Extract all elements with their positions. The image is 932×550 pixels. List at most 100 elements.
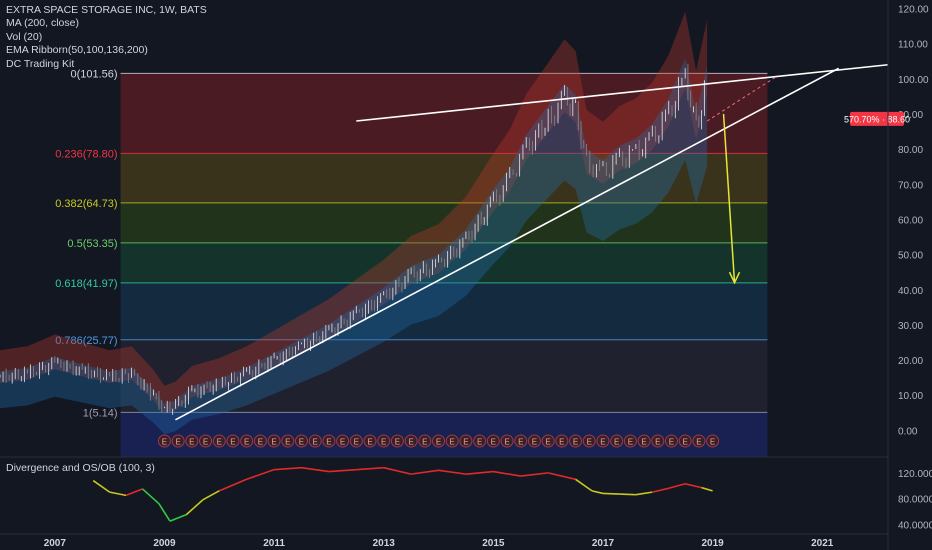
oscillator-segment: [547, 472, 576, 481]
earnings-marker-label: E: [230, 438, 235, 447]
ema-ribbon-lower: [0, 58, 708, 435]
fib-level-label: 0.236(78.80): [55, 148, 117, 160]
earnings-marker-label: E: [450, 438, 455, 447]
earnings-marker: [527, 434, 541, 448]
earnings-marker-label: E: [532, 438, 537, 447]
oscillator-segment: [202, 490, 220, 501]
earnings-marker-label: E: [518, 438, 523, 447]
fib-level-label: 0.382(64.73): [55, 198, 117, 210]
fib-zone-bottom: [120, 412, 768, 457]
earnings-marker: [336, 434, 350, 448]
legend-ema-ribbon[interactable]: EMA Ribborn(50,100,136,200): [6, 44, 148, 57]
earnings-marker-label: E: [203, 438, 208, 447]
x-axis-tick: 2009: [153, 538, 176, 549]
earnings-marker-label: E: [367, 438, 372, 447]
resistance-trendline: [356, 63, 889, 122]
earnings-marker-label: E: [408, 438, 413, 447]
earnings-marker: [678, 434, 692, 448]
earnings-marker-label: E: [313, 438, 318, 447]
earnings-marker-label: E: [381, 438, 386, 447]
earnings-marker: [349, 434, 363, 448]
earnings-marker: [651, 434, 665, 448]
y-axis-tick: 120.00: [898, 5, 929, 16]
earnings-marker: [240, 434, 254, 448]
oscillator-segment: [274, 466, 302, 471]
earnings-marker-label: E: [285, 438, 290, 447]
oscillator-y-tick: 80.0000: [898, 495, 932, 506]
legend-ma[interactable]: MA (200, close): [6, 17, 79, 30]
oscillator-segment: [141, 488, 160, 505]
oscillator-segment: [635, 491, 653, 496]
projection-dashed-line: [706, 74, 779, 122]
y-axis-tick: 110.00: [898, 40, 928, 51]
y-axis-tick: 40.00: [898, 286, 923, 297]
earnings-marker: [500, 434, 514, 448]
oscillator-segment: [602, 492, 620, 495]
oscillator-segment: [169, 513, 187, 522]
oscillator-segment: [438, 469, 467, 475]
oscillator-segment: [493, 470, 521, 477]
earnings-marker: [459, 434, 473, 448]
earnings-marker: [555, 434, 569, 448]
fib-zone: [120, 282, 768, 340]
earnings-marker: [294, 434, 308, 448]
earnings-marker: [664, 434, 678, 448]
oscillator-segment: [668, 483, 686, 490]
oscillator-segment: [328, 468, 357, 473]
earnings-marker-label: E: [559, 438, 564, 447]
earnings-marker: [308, 434, 322, 448]
oscillator-segment: [383, 466, 412, 475]
earnings-marker: [610, 434, 624, 448]
earnings-marker-label: E: [354, 438, 359, 447]
y-axis-tick: 30.00: [898, 321, 923, 332]
oscillator-segment: [158, 503, 171, 522]
earnings-marker: [473, 434, 487, 448]
earnings-marker: [253, 434, 267, 448]
oscillator-title[interactable]: Divergence and OS/OB (100, 3): [6, 462, 155, 474]
oscillator-segment: [109, 491, 127, 497]
y-axis-tick: 0.00: [898, 426, 918, 437]
earnings-marker-label: E: [258, 438, 263, 447]
earnings-marker: [157, 434, 171, 448]
oscillator-segment: [218, 478, 247, 492]
earnings-marker-label: E: [573, 438, 578, 447]
chart-legend: EXTRA SPACE STORAGE INC, 1W, BATS MA (20…: [6, 4, 207, 71]
earnings-marker: [692, 434, 706, 448]
earnings-marker-label: E: [299, 438, 304, 447]
y-axis-tick: 20.00: [898, 356, 923, 367]
earnings-marker: [596, 434, 610, 448]
earnings-marker: [185, 434, 199, 448]
earnings-marker-label: E: [340, 438, 345, 447]
earnings-marker: [363, 434, 377, 448]
fib-zone: [120, 73, 768, 154]
support-trendline: [175, 67, 840, 421]
earnings-marker: [171, 434, 185, 448]
legend-volume[interactable]: Vol (20): [6, 30, 43, 43]
y-axis-tick: 10.00: [898, 391, 923, 402]
target-arrow: [722, 113, 736, 283]
oscillator-segment: [246, 468, 275, 481]
earnings-marker: [199, 434, 213, 448]
x-axis-tick: 2013: [373, 538, 396, 549]
price-badge-label: 570.70% · 88.60: [844, 114, 910, 124]
earnings-marker: [322, 434, 336, 448]
oscillator-y-tick: 120.0000: [898, 469, 932, 480]
fib-zone: [120, 339, 768, 413]
y-axis-tick: 70.00: [898, 180, 923, 191]
earnings-marker-label: E: [683, 438, 688, 447]
earnings-marker-label: E: [545, 438, 550, 447]
earnings-marker-label: E: [463, 438, 468, 447]
earnings-marker-label: E: [422, 438, 427, 447]
oscillator-y-tick: 40.0000: [898, 520, 932, 531]
earnings-marker: [541, 434, 555, 448]
earnings-marker-label: E: [162, 438, 167, 447]
legend-symbol[interactable]: EXTRA SPACE STORAGE INC, 1W, BATS: [6, 4, 207, 16]
y-axis-tick: 90.00: [898, 110, 923, 121]
legend-trading-kit[interactable]: DC Trading Kit: [6, 57, 75, 70]
ema-ribbon-upper: [0, 11, 708, 414]
earnings-marker-label: E: [436, 438, 441, 447]
earnings-marker-label: E: [628, 438, 633, 447]
oscillator-segment: [92, 479, 111, 493]
earnings-marker-label: E: [175, 438, 180, 447]
